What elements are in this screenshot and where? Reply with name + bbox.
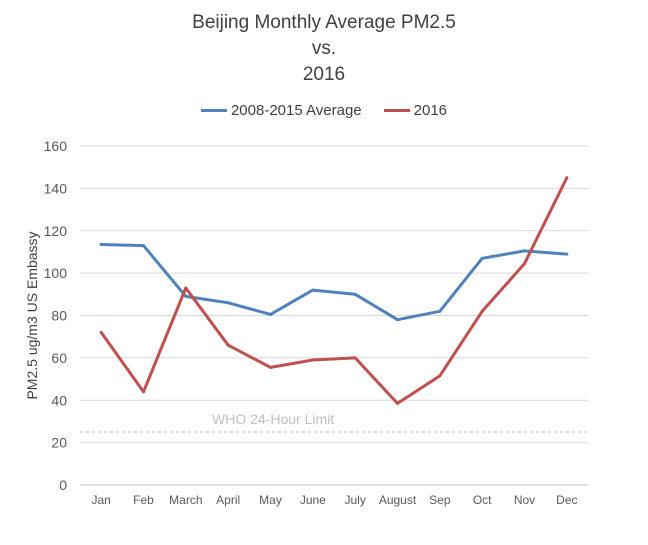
- x-tick-label: August: [379, 493, 417, 507]
- legend-swatch-2016: [383, 109, 410, 112]
- legend-item-2016: 2016: [383, 102, 448, 119]
- y-tick-label: 80: [51, 308, 67, 324]
- legend-label-2016: 2016: [413, 102, 448, 119]
- x-tick-label: April: [216, 493, 240, 507]
- data-point-2016: [269, 365, 272, 369]
- data-point-2016: [523, 262, 526, 266]
- data-point-average: [311, 288, 315, 292]
- data-point-average: [142, 244, 145, 248]
- y-tick-label: 0: [59, 477, 67, 493]
- series-line-2016: [99, 176, 569, 405]
- chart-title: Beijing Monthly Average PM2.5 vs. 2016: [0, 10, 648, 88]
- x-tick-label: June: [300, 493, 326, 507]
- y-tick-label: 20: [51, 435, 67, 451]
- data-point-average: [438, 309, 442, 313]
- x-tick-label: July: [344, 493, 365, 507]
- x-tick-label: Jan: [91, 493, 110, 507]
- data-point-2016: [99, 330, 103, 334]
- x-tick-label: Oct: [473, 493, 492, 507]
- x-tick-label: Feb: [133, 493, 154, 507]
- data-point-average: [480, 256, 484, 260]
- x-tick-label: Dec: [556, 493, 577, 507]
- chart-title-line-1: Beijing Monthly Average PM2.5: [192, 12, 456, 33]
- y-axis-label: PM2.5 ug/m3 US Embassy: [24, 231, 40, 399]
- series-line-average: [99, 243, 569, 322]
- data-point-2016: [565, 176, 569, 180]
- legend-label-average: 2008-2015 Average: [230, 102, 362, 119]
- data-point-average: [396, 318, 399, 322]
- y-tick-label: 40: [51, 392, 67, 408]
- who-limit-label: WHO 24-Hour Limit: [212, 411, 334, 427]
- x-tick-label: Nov: [514, 493, 535, 507]
- y-tick-label: 160: [44, 138, 68, 154]
- data-point-2016: [353, 356, 357, 360]
- data-point-average: [226, 301, 230, 305]
- legend-swatch-average: [200, 109, 227, 112]
- chart-title-line-3: 2016: [302, 64, 346, 85]
- legend-item-average: 2008-2015 Average: [200, 102, 362, 119]
- x-tick-label: Sep: [429, 493, 451, 507]
- x-tick-label: March: [169, 493, 202, 507]
- data-point-average: [99, 243, 103, 247]
- data-point-2016: [480, 309, 484, 313]
- y-tick-label: 120: [44, 223, 68, 239]
- chart-legend: 2008-2015 Average 2016: [0, 102, 648, 119]
- data-point-2016: [184, 286, 188, 290]
- data-point-average: [184, 294, 188, 298]
- data-point-average: [269, 312, 272, 316]
- data-point-average: [565, 252, 569, 256]
- data-point-2016: [226, 343, 230, 347]
- chart-title-line-2: vs.: [311, 38, 337, 59]
- data-point-2016: [438, 374, 442, 378]
- data-point-2016: [396, 401, 399, 405]
- data-point-2016: [311, 358, 315, 362]
- data-point-2016: [142, 390, 145, 394]
- y-tick-label: 100: [44, 265, 68, 281]
- data-point-average: [523, 249, 526, 253]
- y-tick-label: 60: [51, 350, 67, 366]
- data-point-average: [353, 292, 357, 296]
- y-tick-label: 140: [44, 180, 68, 196]
- x-tick-label: May: [259, 493, 282, 507]
